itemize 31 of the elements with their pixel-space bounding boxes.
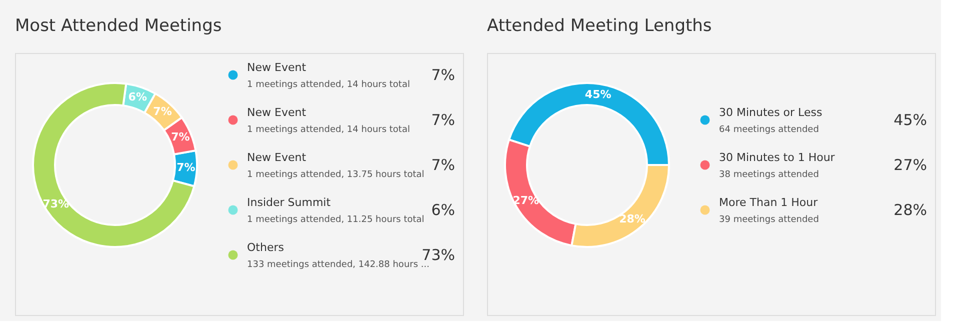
text: 1 meetings attended, 14 hours total — [247, 125, 410, 135]
text: 39 meetings attended — [719, 215, 819, 225]
legend-label: 30 Minutes or Less — [719, 106, 822, 119]
donut-slice — [32, 82, 196, 248]
text: 38 meetings attended — [719, 170, 819, 180]
text: 1 meetings attended, 11.25 hours total — [247, 215, 424, 225]
data-label: 6% — [128, 90, 147, 104]
legend-label: Others — [247, 241, 284, 254]
text: 7% — [431, 111, 455, 129]
legend-label: New Event — [247, 61, 307, 74]
legend-label: More Than 1 Hour — [719, 196, 818, 209]
text: 7% — [431, 156, 455, 174]
legend-label: Insider Summit — [247, 196, 332, 209]
data-label: 28% — [619, 212, 646, 226]
legend-label: New Event — [247, 151, 307, 164]
text: 6% — [431, 201, 455, 219]
data-label: 7% — [176, 160, 196, 174]
data-label: 7% — [171, 130, 190, 144]
text: 7% — [431, 66, 455, 84]
text: 64 meetings attended — [719, 125, 819, 135]
text: 27% — [894, 156, 927, 174]
chart-title: Most Attended Meetings — [15, 16, 222, 36]
legend-label: New Event — [247, 106, 307, 119]
text: 28% — [894, 201, 927, 219]
text: 1 meetings attended, 14 hours total — [247, 80, 410, 90]
text: 45% — [894, 111, 927, 129]
text: 1 meetings attended, 13.75 hours total — [247, 170, 424, 180]
legend-label: 30 Minutes to 1 Hour — [719, 151, 836, 164]
data-label: 7% — [153, 105, 172, 118]
chart-title: Attended Meeting Lengths — [487, 16, 712, 36]
data-label: 45% — [584, 88, 612, 101]
